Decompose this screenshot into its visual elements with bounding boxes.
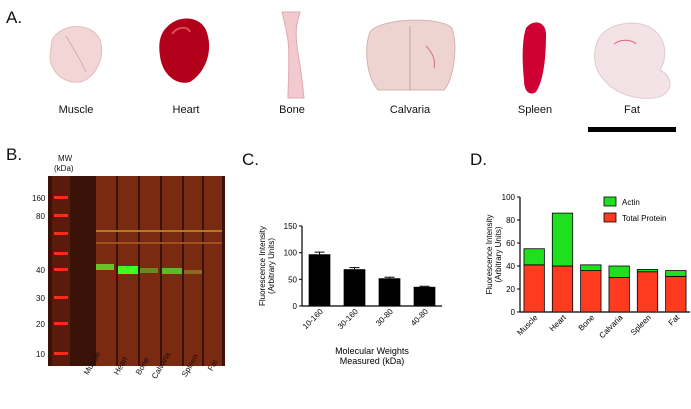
legend-label: Total Protein [622,214,666,223]
scale-bar [588,127,676,132]
bar-segment [551,212,574,267]
x-tick-label: Bone [577,313,597,333]
spleen-photo [522,22,546,94]
mw-marker-20: 20 [36,320,45,329]
mw-marker-40: 40 [36,266,45,275]
y-axis-label: Fluorescence Intensity(Arbitrary Units) [485,214,503,294]
y-tick-label: 50 [288,275,297,284]
bar-segment [523,248,545,266]
x-tick-label: Fat [667,313,682,328]
bar [378,278,401,306]
tissue-photos [49,11,676,132]
mw-marker-160: 160 [32,194,46,203]
tissue-label-muscle: Muscle [58,104,94,116]
tissue-label-calvaria: Calvaria [389,104,431,116]
tissue-label-bone: Bone [279,104,305,116]
y-axis-label: Fluorescence Intensity(Arbitrary Units) [258,226,276,306]
x-axis-label: Molecular Weights Measured (kDa) [335,346,409,366]
bar-segment [523,264,545,313]
mw-marker-80: 80 [36,212,45,221]
fat-photo [594,22,671,99]
mw-title: MW [58,154,73,163]
panel-label-c: C. [242,150,259,169]
y-tick-label: 0 [511,308,516,317]
bar [343,269,366,306]
y-tick-label: 0 [293,302,298,311]
y-tick-label: 100 [284,249,298,258]
heart-photo [159,18,210,83]
y-tick-label: 150 [284,222,298,231]
legend-label: Actin [622,198,640,207]
y-tick-label: 40 [506,262,515,271]
x-tick-label: 40-80 [409,307,430,328]
x-tick-label: Calvaria [597,313,625,341]
bar-segment [608,265,630,278]
bar [308,254,331,306]
y-tick-label: 80 [506,216,515,225]
chart-c: 0 50 100 150 10-160 30-160 30-80 40-80 Fluoresce… [258,222,442,366]
bar-segment [580,270,602,313]
bone-photo [281,11,305,99]
chart-d: 0 20 40 60 80 100 Muscle Heart Bone Calvaria Splee… [485,193,690,341]
bar-segment [636,269,659,273]
y-tick-label: 20 [506,285,515,294]
mw-marker-30: 30 [36,294,45,303]
bar-segment [665,270,687,277]
y-tick-label: 60 [506,239,515,248]
x-tick-label: 30-80 [374,307,395,328]
bar-segment [608,277,630,313]
bar [413,286,436,306]
panel-label-a: A. [6,8,23,27]
bar-segment [665,275,687,313]
y-tick-label: 100 [502,193,516,202]
tissue-label-heart: Heart [172,104,200,116]
x-tick-label: Muscle [515,313,540,338]
x-tick-label: 10-160 [301,307,325,331]
x-tick-label: 30-160 [336,307,360,331]
mw-unit: (kDa) [54,164,74,173]
bar-segment [551,265,574,313]
panel-label-d: D. [470,150,487,169]
x-tick-label: Heart [548,313,569,334]
bar-segment [580,264,602,271]
panel-label-b: B. [6,145,23,164]
mw-marker-10: 10 [36,350,45,359]
bar-segment [636,271,659,313]
x-tick-label: Spleen [629,313,653,337]
legend-swatch [603,212,617,223]
calvaria-photo [366,19,456,91]
muscle-photo [49,26,103,83]
tissue-label-fat: Fat [624,104,640,116]
tissue-label-spleen: Spleen [517,104,553,116]
legend-swatch [603,196,617,207]
western-blot-image [48,176,225,366]
